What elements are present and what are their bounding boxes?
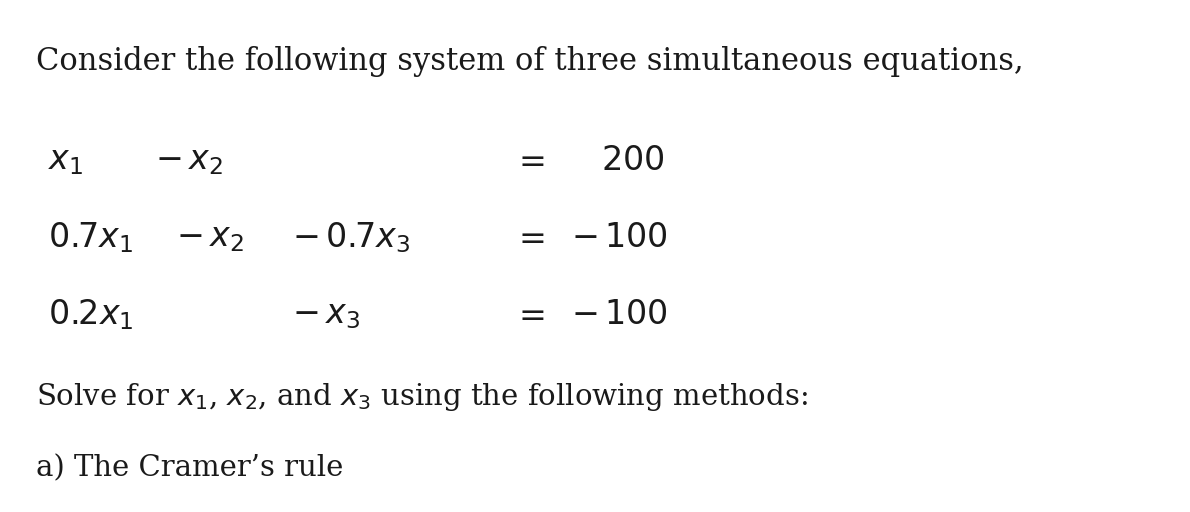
Text: $-\,x_2$: $-\,x_2$ <box>155 145 223 177</box>
Text: $0.2x_1$: $0.2x_1$ <box>48 297 133 332</box>
Text: $=$: $=$ <box>512 145 545 177</box>
Text: $=$: $=$ <box>512 222 545 254</box>
Text: a) The Cramer’s rule: a) The Cramer’s rule <box>36 455 343 482</box>
Text: $x_1$: $x_1$ <box>48 145 83 177</box>
Text: Consider the following system of three simultaneous equations,: Consider the following system of three s… <box>36 46 1023 77</box>
Text: $-\,x_2$: $-\,x_2$ <box>176 222 244 254</box>
Text: $-\,100$: $-\,100$ <box>571 299 668 331</box>
Text: $0.7x_1$: $0.7x_1$ <box>48 221 132 255</box>
Text: $200$: $200$ <box>601 145 664 177</box>
Text: $-\,x_3$: $-\,x_3$ <box>292 299 359 331</box>
Text: $-\,100$: $-\,100$ <box>571 222 668 254</box>
Text: Solve for $x_1$, $x_2$, and $x_3$ using the following methods:: Solve for $x_1$, $x_2$, and $x_3$ using … <box>36 381 808 413</box>
Text: $=$: $=$ <box>512 299 545 331</box>
Text: $-\,0.7x_3$: $-\,0.7x_3$ <box>292 221 411 255</box>
